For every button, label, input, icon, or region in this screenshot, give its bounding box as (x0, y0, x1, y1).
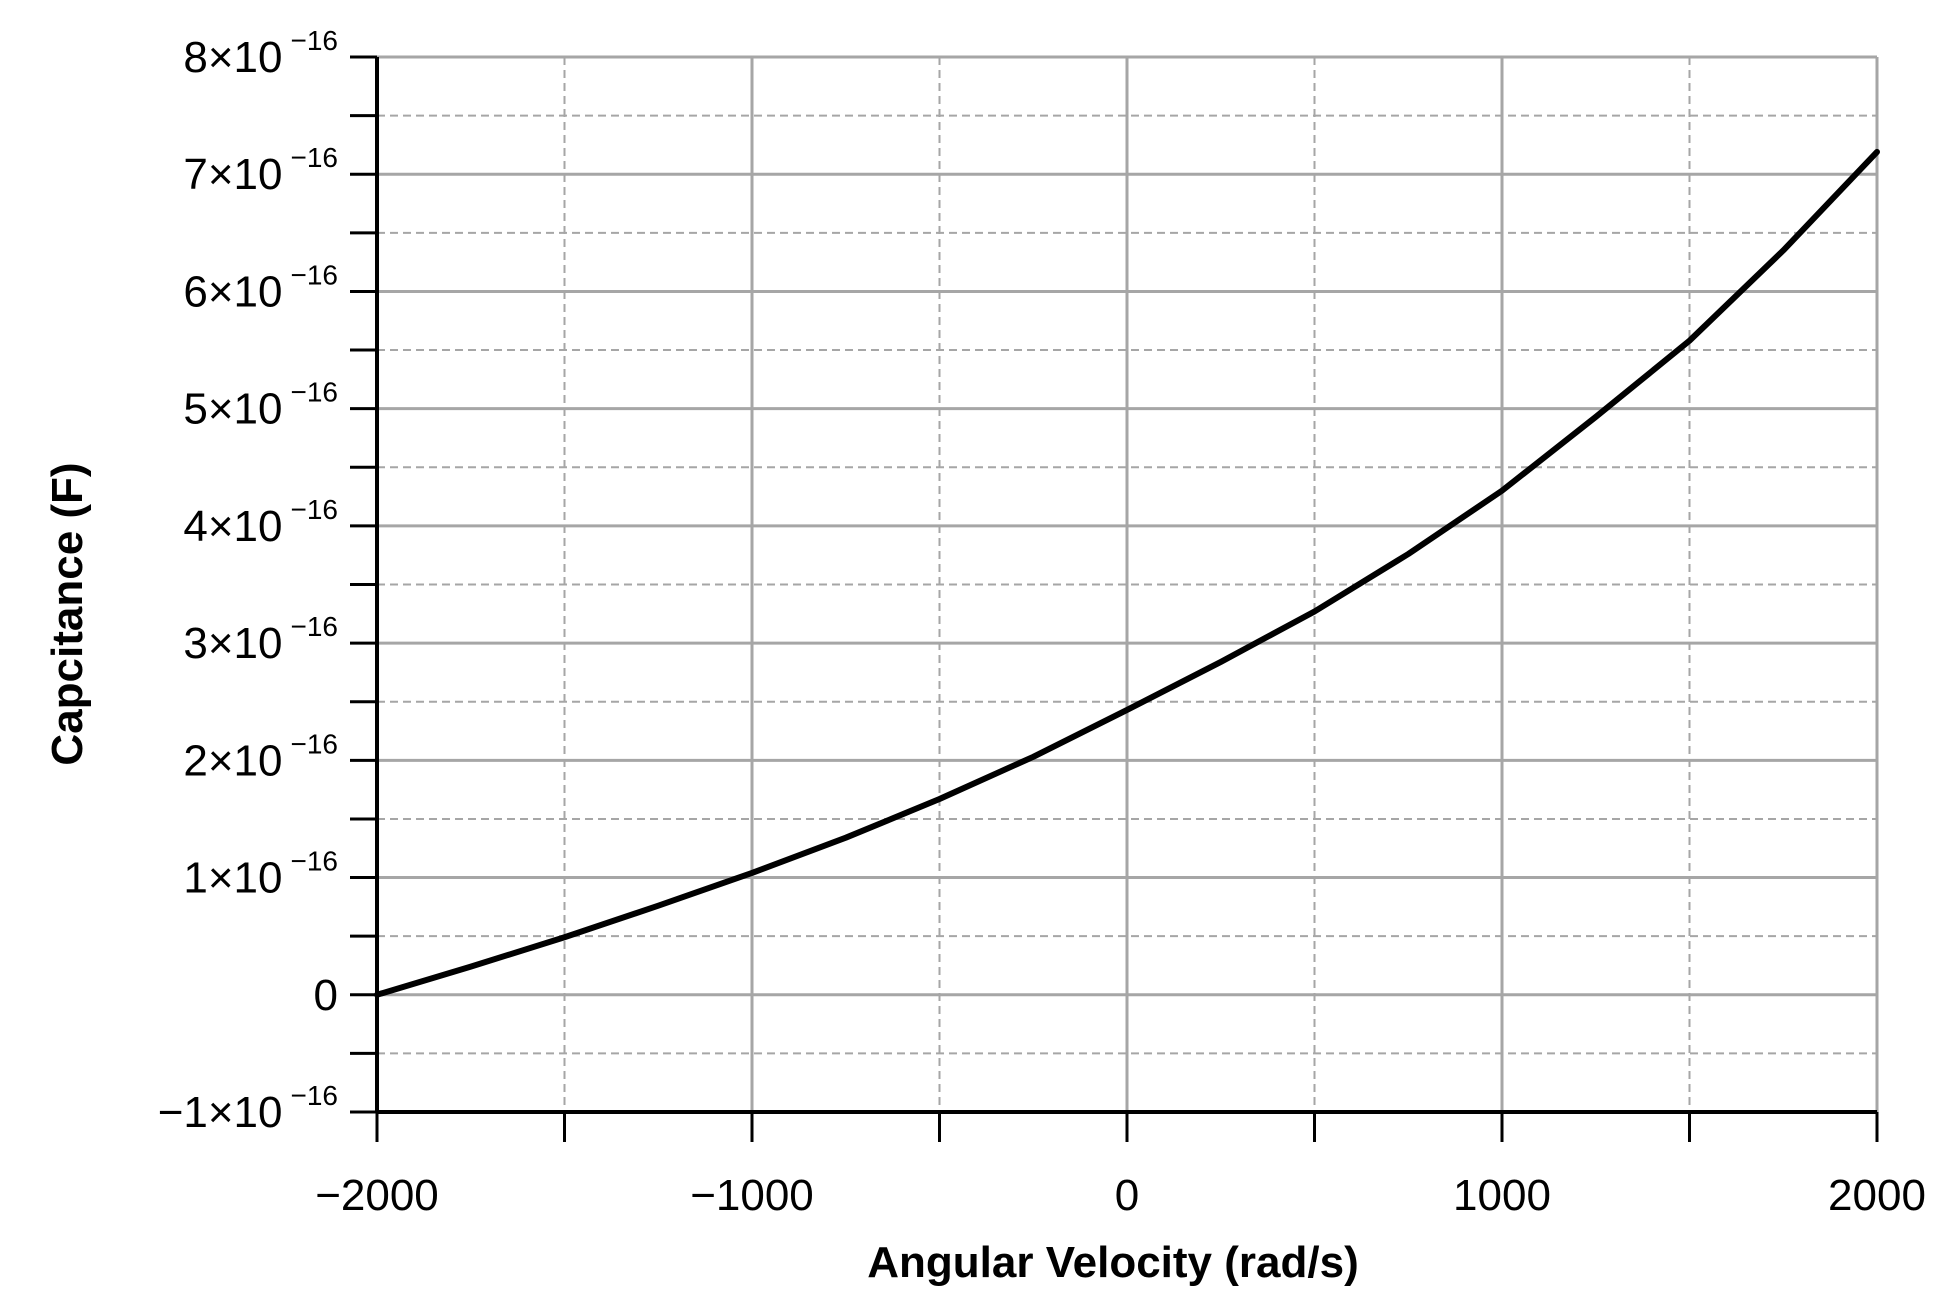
axes (350, 55, 1879, 1142)
y-tick-label: 1×10 −16 (183, 846, 338, 903)
y-tick-label: 2×10 −16 (183, 728, 338, 785)
x-tick-label: −2000 (315, 1171, 439, 1220)
x-tick-label: 0 (1115, 1171, 1139, 1220)
y-tick-label: 4×10 −16 (183, 494, 338, 551)
x-tick-label: 1000 (1453, 1171, 1551, 1220)
minor-gridlines (377, 57, 1877, 1112)
y-tick-label: 8×10 −16 (183, 25, 338, 82)
x-tick-label: −1000 (690, 1171, 814, 1220)
x-tick-label: 2000 (1828, 1171, 1926, 1220)
y-tick-labels: 8×10 −16 7×10 −16 6×10 −16 5×10 −16 4×10 −16 3×10−… (158, 25, 338, 1137)
y-axis-label: Capcitance (F) (43, 462, 92, 765)
y-tick-label: −1×10 −16 (158, 1080, 338, 1137)
y-tick-label: 0 (314, 971, 338, 1020)
y-tick-label: 6×10 −16 (183, 259, 338, 316)
series-line (374, 148, 1880, 998)
y-tick-label: 5×10 −16 (183, 377, 338, 434)
x-tick-labels: −2000 −1000 0 1000 2000 (315, 1171, 1926, 1220)
y-tick-label: 3×10 −16 (183, 611, 338, 668)
series-layer (374, 148, 1880, 998)
x-axis-label: Angular Velocity (rad/s) (867, 1238, 1358, 1287)
y-tick-label: 7×10 −16 (183, 142, 338, 199)
